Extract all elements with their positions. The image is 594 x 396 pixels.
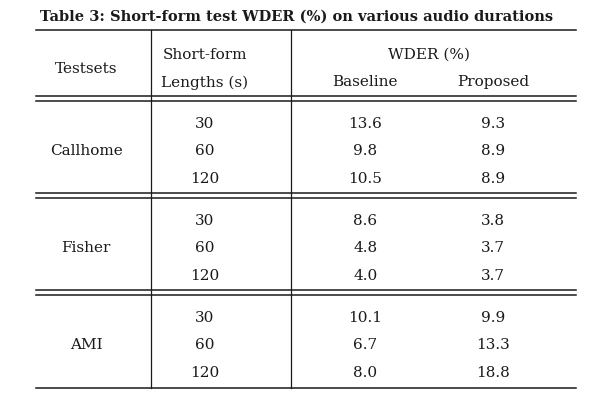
Text: WDER (%): WDER (%)	[388, 48, 470, 62]
Text: 60: 60	[195, 338, 214, 352]
Text: 8.9: 8.9	[481, 144, 505, 158]
Text: 4.0: 4.0	[353, 269, 377, 283]
Text: 3.7: 3.7	[481, 241, 505, 255]
Text: 30: 30	[195, 116, 214, 131]
Text: 10.1: 10.1	[348, 310, 383, 325]
Text: 30: 30	[195, 310, 214, 325]
Text: 6.7: 6.7	[353, 338, 377, 352]
Text: Short-form: Short-form	[163, 48, 247, 62]
Text: 60: 60	[195, 241, 214, 255]
Text: Baseline: Baseline	[333, 75, 398, 89]
Text: 120: 120	[190, 172, 220, 186]
Text: 9.8: 9.8	[353, 144, 377, 158]
Text: Lengths (s): Lengths (s)	[162, 75, 248, 89]
Text: 9.9: 9.9	[481, 310, 505, 325]
Text: 13.3: 13.3	[476, 338, 510, 352]
Text: 60: 60	[195, 144, 214, 158]
Text: 3.8: 3.8	[481, 213, 505, 228]
Text: Callhome: Callhome	[50, 144, 122, 158]
Text: 10.5: 10.5	[348, 172, 383, 186]
Text: Proposed: Proposed	[457, 75, 529, 89]
Text: 30: 30	[195, 213, 214, 228]
Text: 13.6: 13.6	[348, 116, 383, 131]
Text: 8.0: 8.0	[353, 366, 377, 380]
Text: 9.3: 9.3	[481, 116, 505, 131]
Text: 18.8: 18.8	[476, 366, 510, 380]
Text: 8.6: 8.6	[353, 213, 377, 228]
Text: Fisher: Fisher	[61, 241, 111, 255]
Text: 120: 120	[190, 269, 220, 283]
Text: Testsets: Testsets	[55, 61, 118, 76]
Text: 4.8: 4.8	[353, 241, 377, 255]
Text: 8.9: 8.9	[481, 172, 505, 186]
Text: 3.7: 3.7	[481, 269, 505, 283]
Text: Table 3: Short-form test WDER (%) on various audio durations: Table 3: Short-form test WDER (%) on var…	[40, 10, 554, 24]
Text: 120: 120	[190, 366, 220, 380]
Text: AMI: AMI	[70, 338, 102, 352]
